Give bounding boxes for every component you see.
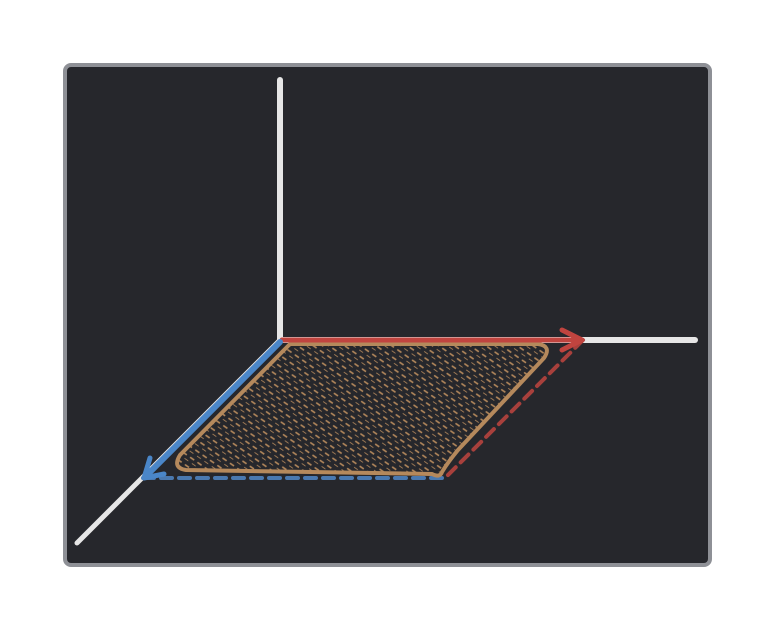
panel-background <box>65 65 710 565</box>
